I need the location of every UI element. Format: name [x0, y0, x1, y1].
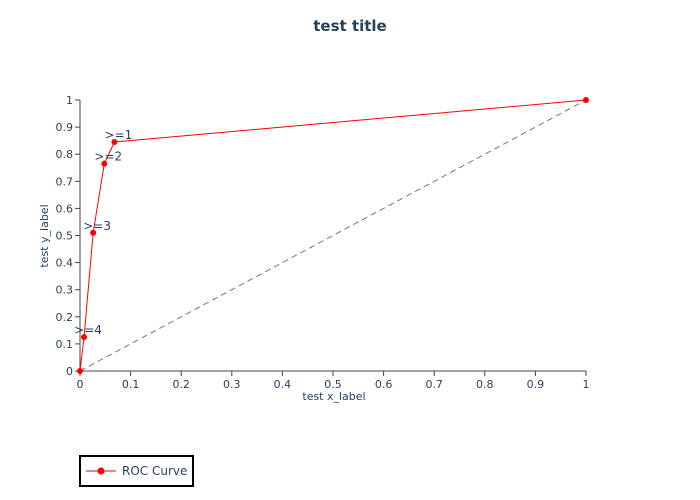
threshold-label: >=4: [74, 323, 102, 337]
reference-line: [79, 99, 587, 372]
y-tick-label: 0.5: [56, 230, 74, 243]
x-tick-label: 0.7: [425, 378, 443, 391]
y-tick-label: 0.9: [56, 121, 74, 134]
chart-title: test title: [313, 17, 386, 35]
y-tick-label: 0.3: [56, 284, 74, 297]
legend-point-marker: [97, 467, 105, 475]
threshold-label: >=1: [105, 128, 133, 142]
series-layer: >=4 >=3 >=2 >=1: [74, 97, 589, 374]
x-tick-label: 0.2: [172, 378, 190, 391]
y-tick-label: 0.1: [56, 338, 74, 351]
x-tick-label: 0.3: [223, 378, 241, 391]
roc-data-point: [81, 334, 88, 341]
x-tick-label: 0: [77, 378, 84, 391]
y-tick-label: 0.8: [56, 148, 74, 161]
roc-data-point: [583, 97, 589, 103]
roc-curve-line: [79, 99, 587, 372]
y-tick-label: 0.2: [56, 311, 74, 324]
x-tick-label: 0.5: [324, 378, 342, 391]
axes: 0 0.1 0.2 0.3 0.4 0.5 0.6 0.7 0.8 0.9 1 0 0.1 0.2 0.3 0…: [56, 94, 590, 391]
roc-data-point: [101, 160, 108, 167]
y-tick-label: 1: [66, 94, 73, 107]
x-tick-label: 0.9: [527, 378, 545, 391]
threshold-label: >=3: [83, 219, 111, 233]
x-tick-label: 0.6: [375, 378, 393, 391]
legend-label: ROC Curve: [122, 464, 187, 478]
y-tick-label: 0.4: [56, 257, 74, 270]
diagonal-reference-line: [79, 99, 587, 372]
legend[interactable]: ROC Curve: [79, 455, 194, 487]
y-axis-label: test y_label: [38, 204, 51, 267]
threshold-label: >=2: [94, 150, 122, 164]
x-tick-label: 1: [583, 378, 590, 391]
x-tick-label: 0.4: [274, 378, 292, 391]
roc-data-point: [90, 229, 97, 236]
x-tick-label: 0.1: [122, 378, 140, 391]
x-tick-label: 0.8: [476, 378, 494, 391]
roc-data-point: [111, 139, 118, 146]
y-tick-label: 0.7: [56, 175, 74, 188]
x-axis-label: test x_label: [302, 390, 365, 403]
y-tick-label: 0.6: [56, 202, 74, 215]
y-tick-label: 0: [66, 365, 73, 378]
roc-data-point: [77, 368, 83, 374]
